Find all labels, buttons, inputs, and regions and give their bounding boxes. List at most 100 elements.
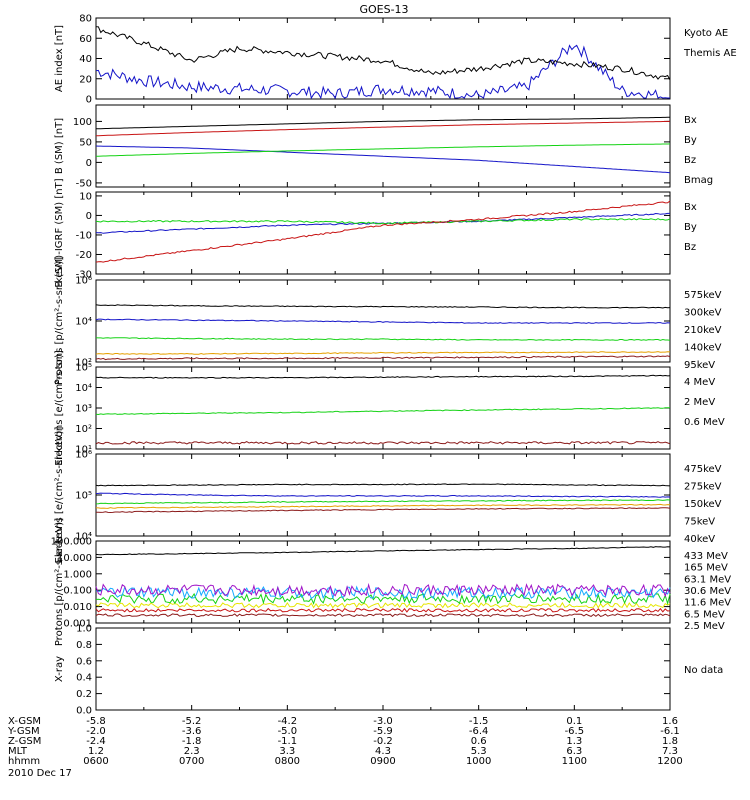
axis-row-value: 0.1 — [566, 716, 582, 727]
legend-entry-bmag: Bmag — [684, 175, 713, 186]
axis-row-value: 2.3 — [184, 746, 200, 757]
legend-entry-433-mev: 433 MeV — [684, 551, 728, 562]
y-tick-label: 10⁴ — [75, 317, 92, 328]
axis-row-value: 0700 — [179, 756, 204, 767]
axis-row-value: -4.2 — [278, 716, 298, 727]
axis-row-value: 1.3 — [566, 736, 582, 747]
axis-row-label: Y-GSM — [7, 726, 40, 737]
y-tick-label: 100.000 — [51, 537, 92, 548]
legend-entry-bz: Bz — [684, 242, 696, 253]
panel-4: 10⁶ 10⁴ 10² Protons [p/(cm²-s-sr-keV)] 575ke… — [54, 257, 722, 385]
axis-row-value: -2.0 — [86, 726, 106, 737]
axis-row-value: 6.3 — [566, 746, 582, 757]
panel-frame — [95, 627, 671, 711]
axis-row-value: 1.8 — [662, 736, 678, 747]
legend-entry-210kev: 210keV — [684, 325, 722, 336]
legend-entry-0-6-mev: 0.6 MeV — [684, 417, 725, 428]
series-group — [95, 304, 671, 361]
y-tick-label: 20 — [79, 74, 92, 85]
legend-entry-165-mev: 165 MeV — [684, 563, 728, 574]
y-tick-label: 0.010 — [63, 602, 92, 613]
axis-row-value: -6.4 — [469, 726, 489, 737]
panel-8: 1.0 0.8 0.6 0.4 0.2 0.0 X-ray No data — [54, 624, 723, 717]
series-line-themis-ae — [95, 26, 671, 81]
y-tick-label: 0.0 — [76, 706, 92, 717]
series-line-210kev — [95, 337, 671, 341]
axis-row-value: 1100 — [562, 756, 587, 767]
legend-entry-6-5-mev: 6.5 MeV — [684, 609, 725, 620]
y-tick-label: 0.6 — [76, 656, 92, 667]
y-tick-label: 10¹ — [75, 445, 92, 456]
legend-entry-2-5-mev: 2.5 MeV — [684, 621, 725, 632]
series-line-2-5-mev — [95, 546, 671, 556]
series-line-95kev — [95, 304, 671, 309]
series-line-275kev — [95, 503, 671, 509]
axis-row-value: -3.6 — [182, 726, 202, 737]
panel-5: 10⁵ 10⁴ 10³ 10² 10¹ Electrons [e/(cm²-s-sr)] 4… — [54, 350, 725, 466]
y-tick-label: 10⁶ — [75, 450, 92, 461]
series-line-bz — [95, 200, 671, 263]
y-tick-label: 0 — [86, 95, 92, 106]
y-tick-label: 10² — [75, 424, 92, 435]
legend-entry-150kev: 150keV — [684, 499, 722, 510]
axis-row-value: 5.3 — [471, 746, 487, 757]
series-line-0-6-mev — [95, 374, 671, 379]
y-axis-label: B (SM) [nT] — [54, 118, 65, 174]
panel-stack: 80 60 40 20 0 AE index [nT] Kyoto AE Themis AE 1… — [51, 14, 737, 717]
legend-entry-2-mev: 2 MeV — [684, 397, 715, 408]
series-line-300kev — [95, 351, 671, 355]
panel-frame — [95, 17, 671, 100]
y-tick-label: 10⁴ — [75, 532, 92, 543]
y-axis-label: Protons [p/(cm²-s-sr-keV)] — [54, 257, 65, 385]
axis-row-value: -5.2 — [182, 716, 202, 727]
panel-frame — [95, 191, 671, 275]
series-line-bx — [95, 145, 671, 174]
series-group — [95, 374, 671, 445]
axis-row-value: -5.0 — [278, 726, 298, 737]
axis-row-value: -2.4 — [86, 736, 106, 747]
legend-entry-kyoto-ae: Kyoto AE — [684, 28, 728, 39]
legend-entry-bx: Bx — [684, 202, 697, 213]
legend-entry-bz: Bz — [684, 155, 696, 166]
legend-entry-95kev: 95keV — [684, 360, 715, 371]
series-line-75kev — [95, 492, 671, 498]
series-line-6-5-mev — [95, 582, 671, 598]
y-axis-label: B (SM)-IGRF (SM) [nT] — [54, 178, 65, 287]
axis-row-value: 7.3 — [662, 746, 678, 757]
series-line-bmag — [95, 116, 670, 130]
legend-entry-40kev: 40keV — [684, 534, 715, 545]
y-tick-label: -20 — [76, 250, 92, 261]
axis-row-value: -1.8 — [182, 736, 202, 747]
y-tick-label: 50 — [79, 137, 92, 148]
axis-row-value: -6.5 — [565, 726, 585, 737]
y-tick-label: 10⁴ — [75, 383, 92, 394]
y-tick-label: 0.8 — [76, 640, 92, 651]
series-line-475kev — [95, 507, 671, 514]
axis-row-value: -5.8 — [86, 716, 106, 727]
series-group — [95, 546, 671, 618]
series-line-2-mev — [95, 407, 670, 416]
axis-row-value: -0.2 — [373, 736, 393, 747]
axis-row-value: 0600 — [83, 756, 108, 767]
y-tick-label: 10 — [79, 191, 92, 202]
y-tick-label: -10 — [76, 230, 92, 241]
y-tick-label: -50 — [76, 178, 92, 189]
plot-title: GOES-13 — [359, 3, 408, 16]
legend-entry-by: By — [684, 222, 697, 233]
axis-row-label: Z-GSM — [8, 736, 41, 747]
position-axis-table: X-GSM -5.8 -5.2 -4.2 -3.0 -1.5 0.1 1.6 Y-GSM -2.0… — [7, 716, 683, 767]
series-line-165-mev — [95, 607, 671, 613]
series-line-4-mev — [95, 441, 671, 445]
axis-row-value: 4.3 — [375, 746, 391, 757]
axis-row-value: 0800 — [275, 756, 300, 767]
y-tick-label: 1.0 — [76, 624, 92, 635]
series-line-11-6-mev — [95, 585, 671, 600]
y-tick-label: 10⁵ — [75, 491, 92, 502]
series-line-bz — [95, 120, 670, 137]
axis-row-value: -3.0 — [373, 716, 393, 727]
y-tick-label: 10⁶ — [75, 276, 92, 287]
series-group — [95, 200, 671, 263]
legend-entry-themis-ae: Themis AE — [683, 48, 737, 59]
axis-row-value: -6.1 — [660, 726, 680, 737]
y-tick-label: 0.001 — [63, 619, 92, 630]
